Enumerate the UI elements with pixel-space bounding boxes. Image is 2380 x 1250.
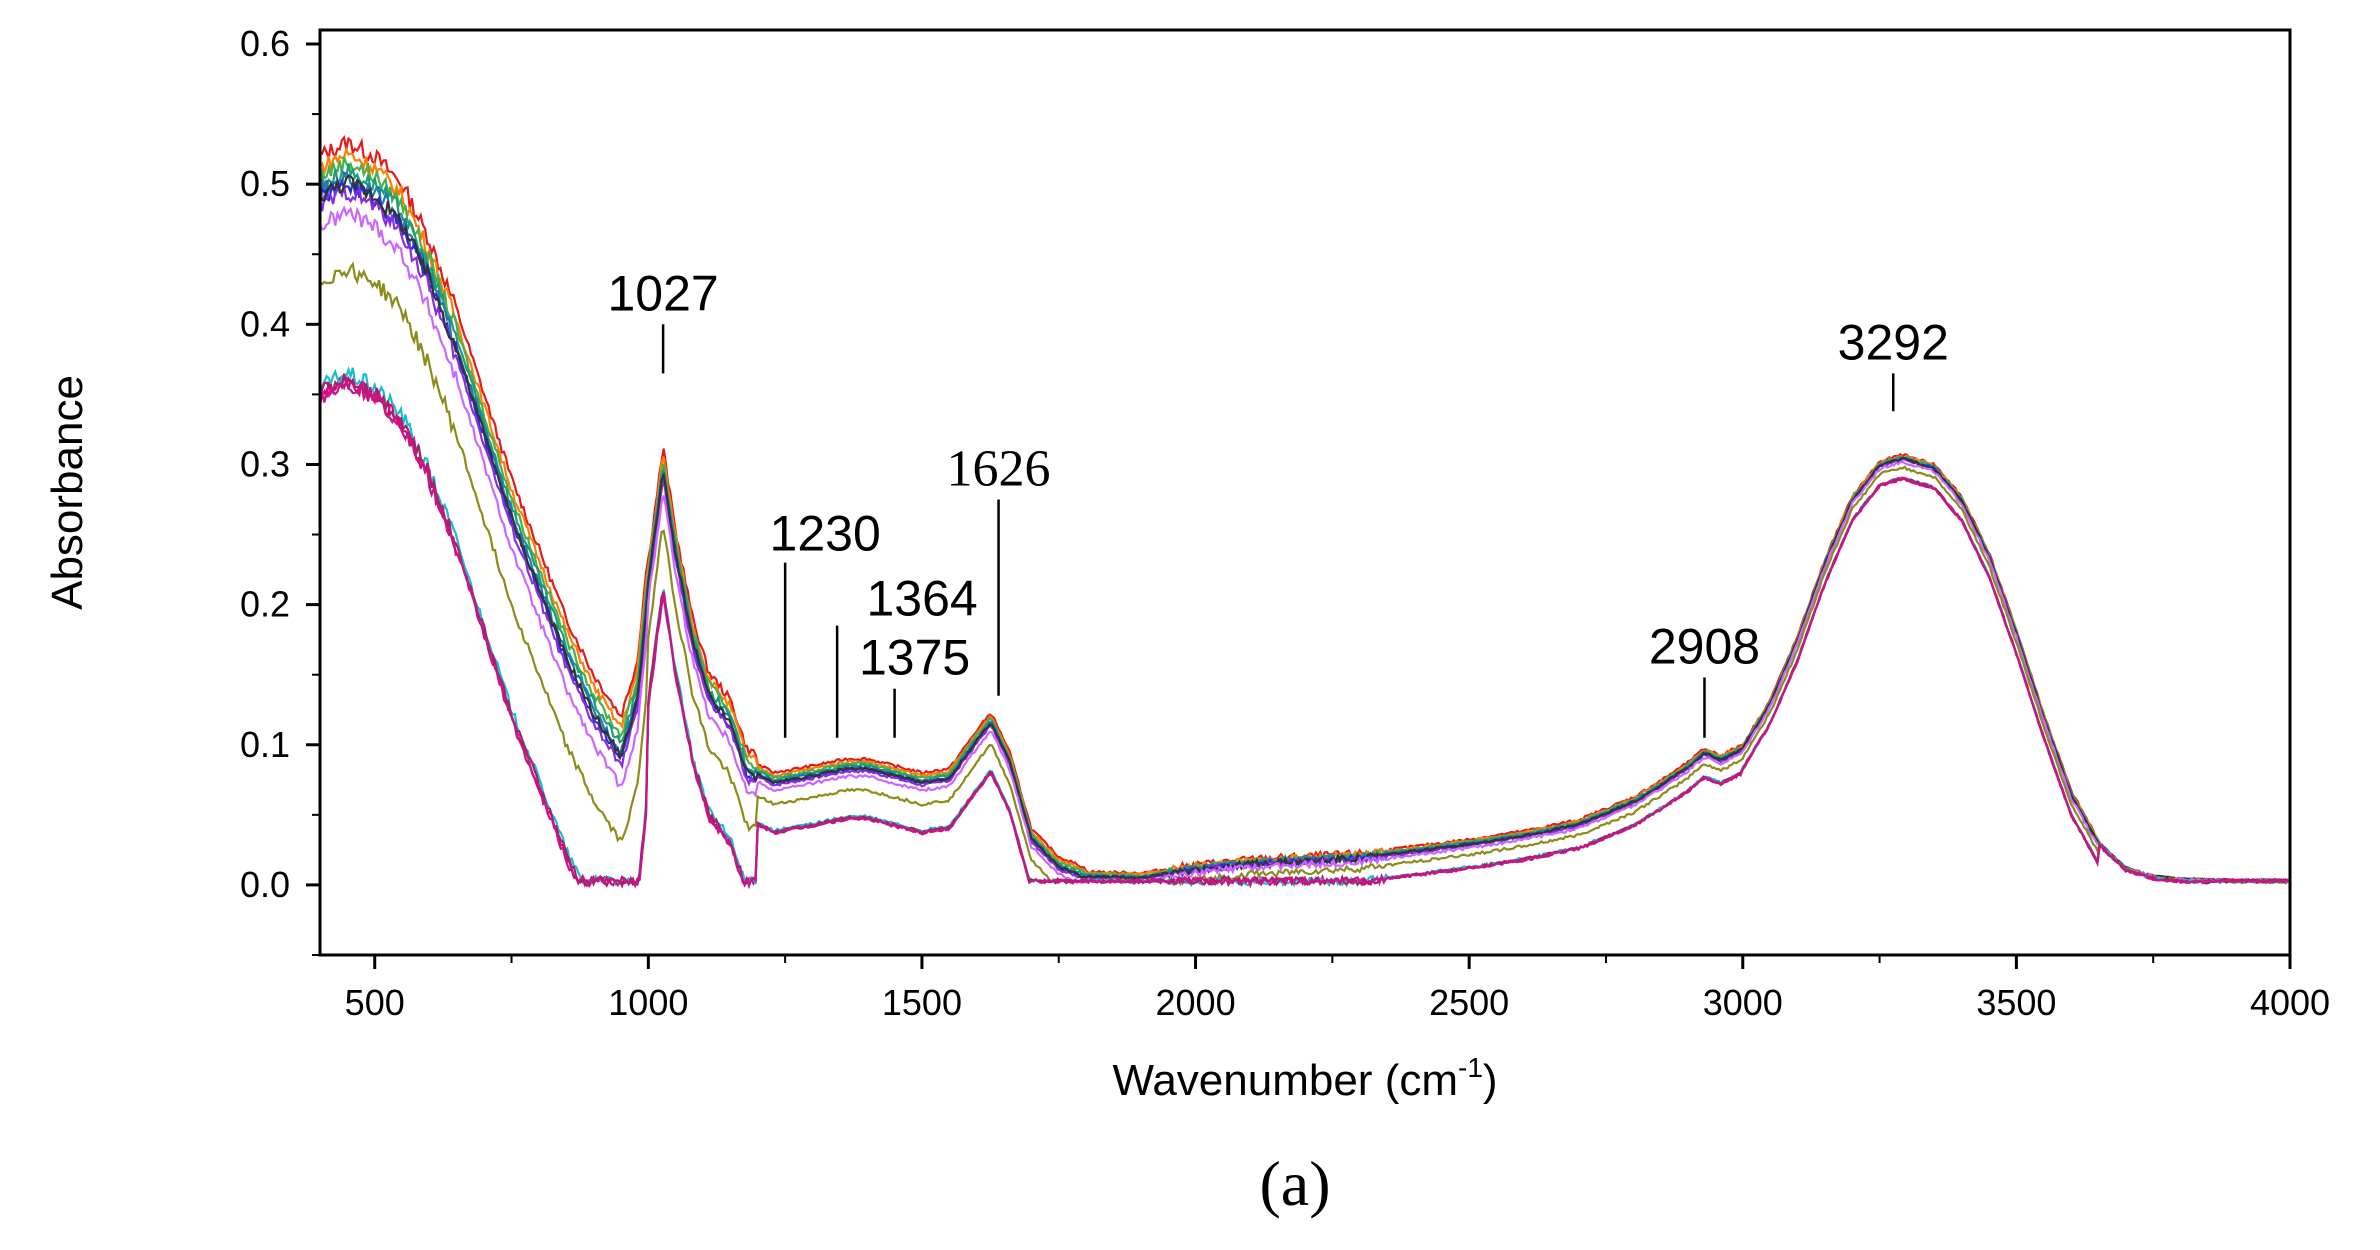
figure-caption: (a) [1259,1148,1330,1219]
peak-label: 3292 [1838,314,1949,370]
x-axis-title: Wavenumber (cm-1) [1112,1052,1497,1105]
peak-label: 2908 [1649,619,1760,675]
peak-label: 1375 [859,630,970,686]
peak-label: 1364 [867,571,978,627]
x-tick-label: 4000 [2250,982,2330,1023]
series-line-sample-10 [319,261,2291,887]
series-line-sample-1 [319,135,2291,883]
y-tick-label: 0.1 [240,724,290,765]
series-line-sample-12 [319,366,2291,888]
series-line-sample-13 [318,373,2291,889]
x-tick-label: 3500 [1976,982,2056,1023]
y-tick-label: 0.0 [240,864,290,905]
x-axis-title-superscript: -1 [1458,1052,1483,1083]
y-tick-label: 0.6 [240,23,290,64]
y-tick-label: 0.2 [240,584,290,625]
series-line-sample-11 [319,375,2291,889]
y-tick-label: 0.3 [240,443,290,484]
plot-area-frame [318,28,2292,957]
y-tick-label: 0.5 [240,163,290,204]
peak-label: 1230 [770,506,881,562]
series-line-sample-8 [318,175,2291,884]
series-line-sample-9 [318,205,2291,885]
peak-label: 1027 [607,265,718,321]
x-tick-label: 3000 [1703,982,1783,1023]
y-tick-label: 0.4 [240,303,290,344]
x-tick-label: 500 [345,982,405,1023]
axes-group: 500 1000 1500 2000 2500 3000 3500 4000 0.0 0.1 0.2… [240,23,2330,1023]
series-group [318,135,2291,890]
x-tick-label: 1500 [882,982,962,1023]
x-tick-label: 1000 [608,982,688,1023]
y-axis-title: Absorbance [43,375,92,610]
series-line-sample-14 [318,376,2291,890]
peak-label: 1626 [947,441,1051,498]
x-tick-label: 2500 [1429,982,1509,1023]
x-tick-label: 2000 [1156,982,1236,1023]
x-axis-title-main: Wavenumber (cm [1112,1056,1458,1105]
x-axis-title-suffix: ) [1483,1056,1498,1105]
series-line-sample-2 [319,146,2291,884]
